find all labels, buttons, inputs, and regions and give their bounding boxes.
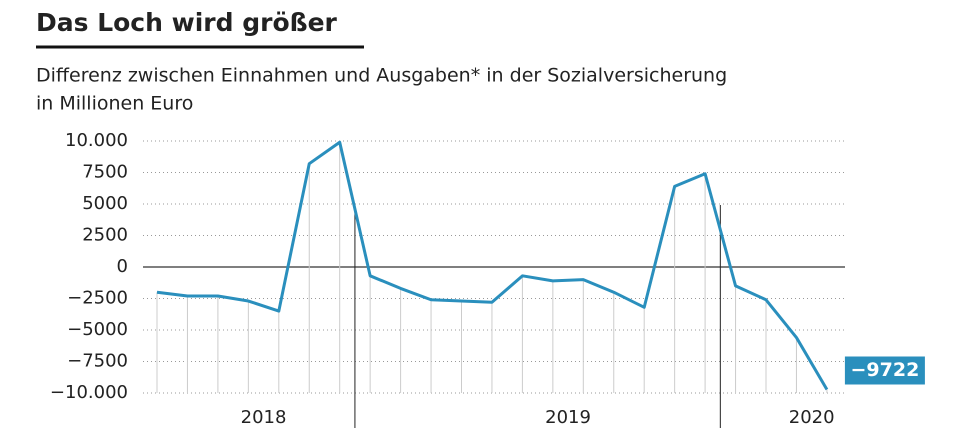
data-line (156, 140, 829, 391)
y-tick-label: 10.000 (65, 130, 128, 151)
y-tick-label: −7500 (67, 351, 128, 372)
y-tick-label: 2500 (82, 225, 128, 246)
chart-subtitle: in Millionen Euro (36, 93, 193, 115)
y-tick-label: −2500 (67, 288, 128, 309)
chart-subtitle: Differenz zwischen Einnahmen und Ausgabe… (36, 65, 727, 87)
value-label-box (844, 356, 925, 385)
value-label: −9722 (850, 359, 919, 381)
x-tick-label: 2020 (789, 407, 835, 428)
y-tick-label: 5000 (82, 193, 128, 214)
y-tick-label: −10.000 (50, 382, 128, 403)
y-tick-label: 0 (117, 256, 128, 277)
chart-title: Das Loch wird größer (36, 8, 338, 37)
y-tick-label: −5000 (67, 319, 128, 340)
x-tick-label: 2018 (241, 407, 287, 428)
x-tick-label: 2019 (545, 407, 591, 428)
y-tick-label: 7500 (82, 162, 128, 183)
